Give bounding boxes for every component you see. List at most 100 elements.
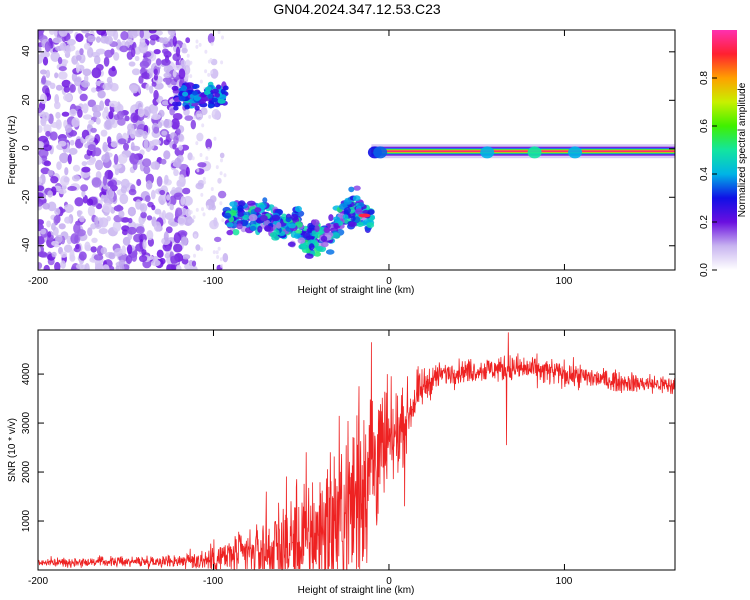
heatmap-cell [226,229,234,236]
heatmap-cell [139,30,144,39]
heatmap-cell [165,212,174,221]
heatmap-cell [221,218,225,223]
heatmap-cell [79,215,85,223]
heatmap-cell [175,264,182,270]
heatmap-cell [117,117,126,126]
colorbar-tick-label: 0.0 [699,263,710,277]
heatmap-cell [211,88,219,94]
heatmap-cell [38,201,43,207]
heatmap-cell [180,196,185,206]
heatmap-cell [373,146,388,159]
snr-x-tick-label: -200 [28,576,48,587]
heatmap-cell [352,195,361,202]
heatmap-cell [220,263,224,268]
heatmap-cell [140,211,147,219]
heatmap-cell [194,105,200,111]
heatmap-cell [314,225,320,233]
heatmap-cell [149,34,159,41]
heatmap-cell [87,35,96,43]
heatmap-cell [191,260,197,267]
heatmap-cell [92,110,102,118]
heatmap-cell [82,114,93,120]
heatmap-cell [187,218,195,224]
heatmap-cell [196,113,200,118]
heatmap-cell [38,125,43,133]
snr-frame [37,329,676,571]
heatmap-cell [192,215,196,220]
heatmap-cell [199,153,203,157]
heatmap-cell [219,171,223,176]
heatmap-cell [163,150,171,160]
heatmap-cell [45,130,51,137]
heatmap-cell [120,217,130,223]
heatmap-cell [221,35,224,40]
heatmap-cell [137,106,145,118]
heatmap-cell [174,157,182,169]
spectrogram-x-tick-label: -100 [203,276,223,287]
heatmap-cell [175,128,181,136]
heatmap-cell [47,169,54,176]
heatmap-cell [212,250,216,255]
heatmap-cell [58,140,67,147]
heatmap-cell [217,30,221,34]
heatmap-cell [129,128,136,139]
heatmap-cell [50,176,59,184]
heatmap-cell [207,103,214,109]
heatmap-cell [217,177,222,184]
spectrogram-panel: -200 -100 0 100 -40 -20 0 20 40 Height o… [7,29,676,296]
colorbar-label: Normalized spectral amplitude [737,82,748,217]
heatmap-cell [51,222,56,231]
heatmap-cell [102,141,108,153]
spectrogram-y-tick-label: 0 [21,145,32,151]
heatmap-cell [166,194,171,201]
heatmap-cell [285,217,292,223]
heatmap-cell [86,198,94,206]
heatmap-cell [76,210,83,216]
heatmap-cell [104,169,114,180]
spectrogram-y-tick-label: 20 [21,94,32,106]
heatmap-cell [38,185,45,192]
heatmap-cell [95,48,106,55]
heatmap-cell [164,174,169,185]
heatmap-cell [61,79,71,88]
heatmap-cell [145,195,151,203]
heatmap-cell [200,247,203,252]
heatmap-cell [203,180,207,185]
heatmap-cell [172,113,183,120]
colorbar-gradient [712,30,737,270]
heatmap-cell [173,135,179,145]
heatmap-cell [116,39,122,50]
heatmap-cell [371,150,675,152]
heatmap-cell [139,60,150,69]
heatmap-cell [207,93,213,99]
heatmap-cell [41,75,47,85]
heatmap-cell [204,49,208,54]
heatmap-cell [113,52,120,61]
heatmap-cell [39,93,48,105]
heatmap-cell [63,176,70,183]
heatmap-cell [214,92,221,98]
snr-x-tick-label: 0 [386,576,392,587]
heatmap-cell [58,71,68,80]
heatmap-cell [185,166,190,177]
heatmap-cell [311,219,320,226]
heatmap-cell [366,222,375,229]
heatmap-cell [162,37,169,45]
heatmap-cell [81,166,91,173]
heatmap-cell [130,112,139,124]
snr-y-tick-labels: 1000 2000 3000 4000 [21,362,32,532]
heatmap-cell [104,119,112,130]
heatmap-cell [159,189,166,196]
heatmap-cell [273,229,280,236]
heatmap-cell [47,231,52,238]
heatmap-cell [40,155,48,161]
heatmap-cell [248,214,258,221]
heatmap-cell [43,144,52,152]
heatmap-cell [178,163,189,171]
heatmap-cell [87,99,97,108]
heatmap-cell [94,216,99,225]
heatmap-cell [139,203,148,213]
heatmap-cell [56,161,62,171]
heatmap-cell [204,69,208,74]
heatmap-cell [109,82,119,92]
